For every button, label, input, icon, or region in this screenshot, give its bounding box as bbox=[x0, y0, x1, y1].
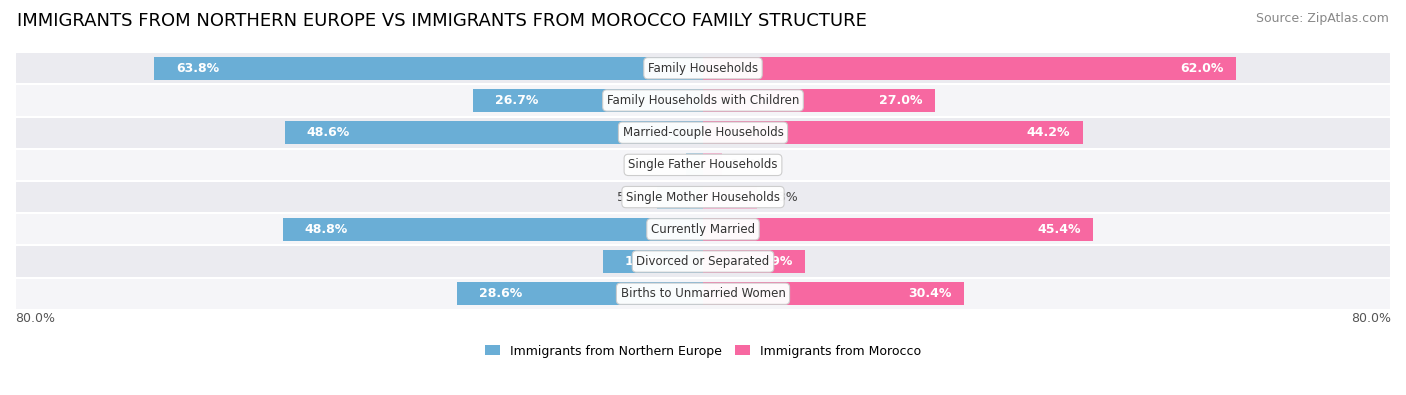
Text: 11.9%: 11.9% bbox=[749, 255, 793, 268]
Text: 27.0%: 27.0% bbox=[879, 94, 922, 107]
Text: Single Father Households: Single Father Households bbox=[628, 158, 778, 171]
Bar bbox=[474, 89, 703, 112]
Bar bbox=[703, 89, 935, 112]
Bar bbox=[15, 278, 1391, 310]
Text: Single Mother Households: Single Mother Households bbox=[626, 191, 780, 203]
Text: Source: ZipAtlas.com: Source: ZipAtlas.com bbox=[1256, 12, 1389, 25]
Text: 62.0%: 62.0% bbox=[1180, 62, 1223, 75]
Bar bbox=[686, 153, 703, 177]
Text: 44.2%: 44.2% bbox=[1026, 126, 1070, 139]
Text: 2.2%: 2.2% bbox=[731, 158, 762, 171]
Text: Married-couple Households: Married-couple Households bbox=[623, 126, 783, 139]
Bar bbox=[15, 213, 1391, 245]
Bar bbox=[285, 121, 703, 144]
Legend: Immigrants from Northern Europe, Immigrants from Morocco: Immigrants from Northern Europe, Immigra… bbox=[481, 340, 925, 363]
Text: 48.8%: 48.8% bbox=[305, 223, 349, 236]
Text: Births to Unmarried Women: Births to Unmarried Women bbox=[620, 287, 786, 300]
Bar bbox=[658, 186, 703, 209]
Bar bbox=[457, 282, 703, 305]
Bar bbox=[603, 250, 703, 273]
Bar bbox=[15, 181, 1391, 213]
Bar bbox=[703, 56, 1236, 80]
Text: Family Households with Children: Family Households with Children bbox=[607, 94, 799, 107]
Bar bbox=[15, 117, 1391, 149]
Text: Family Households: Family Households bbox=[648, 62, 758, 75]
Bar bbox=[703, 282, 965, 305]
Text: IMMIGRANTS FROM NORTHERN EUROPE VS IMMIGRANTS FROM MOROCCO FAMILY STRUCTURE: IMMIGRANTS FROM NORTHERN EUROPE VS IMMIG… bbox=[17, 12, 866, 30]
Bar bbox=[703, 218, 1094, 241]
Text: 48.6%: 48.6% bbox=[307, 126, 350, 139]
Text: 6.3%: 6.3% bbox=[766, 191, 797, 203]
Text: Divorced or Separated: Divorced or Separated bbox=[637, 255, 769, 268]
Text: 30.4%: 30.4% bbox=[908, 287, 952, 300]
Text: 45.4%: 45.4% bbox=[1038, 223, 1081, 236]
Text: 11.6%: 11.6% bbox=[624, 255, 668, 268]
Text: 80.0%: 80.0% bbox=[15, 312, 55, 325]
Text: 5.3%: 5.3% bbox=[617, 191, 648, 203]
Bar bbox=[703, 250, 806, 273]
Text: 63.8%: 63.8% bbox=[176, 62, 219, 75]
Bar bbox=[703, 153, 721, 177]
Text: 80.0%: 80.0% bbox=[1351, 312, 1391, 325]
Text: 2.0%: 2.0% bbox=[645, 158, 678, 171]
Bar bbox=[15, 52, 1391, 85]
Bar bbox=[15, 245, 1391, 278]
Bar bbox=[284, 218, 703, 241]
Bar bbox=[15, 149, 1391, 181]
Text: 28.6%: 28.6% bbox=[478, 287, 522, 300]
Text: 26.7%: 26.7% bbox=[495, 94, 538, 107]
Bar bbox=[703, 186, 758, 209]
Bar bbox=[15, 85, 1391, 117]
Text: Currently Married: Currently Married bbox=[651, 223, 755, 236]
Bar bbox=[703, 121, 1083, 144]
Bar bbox=[155, 56, 703, 80]
